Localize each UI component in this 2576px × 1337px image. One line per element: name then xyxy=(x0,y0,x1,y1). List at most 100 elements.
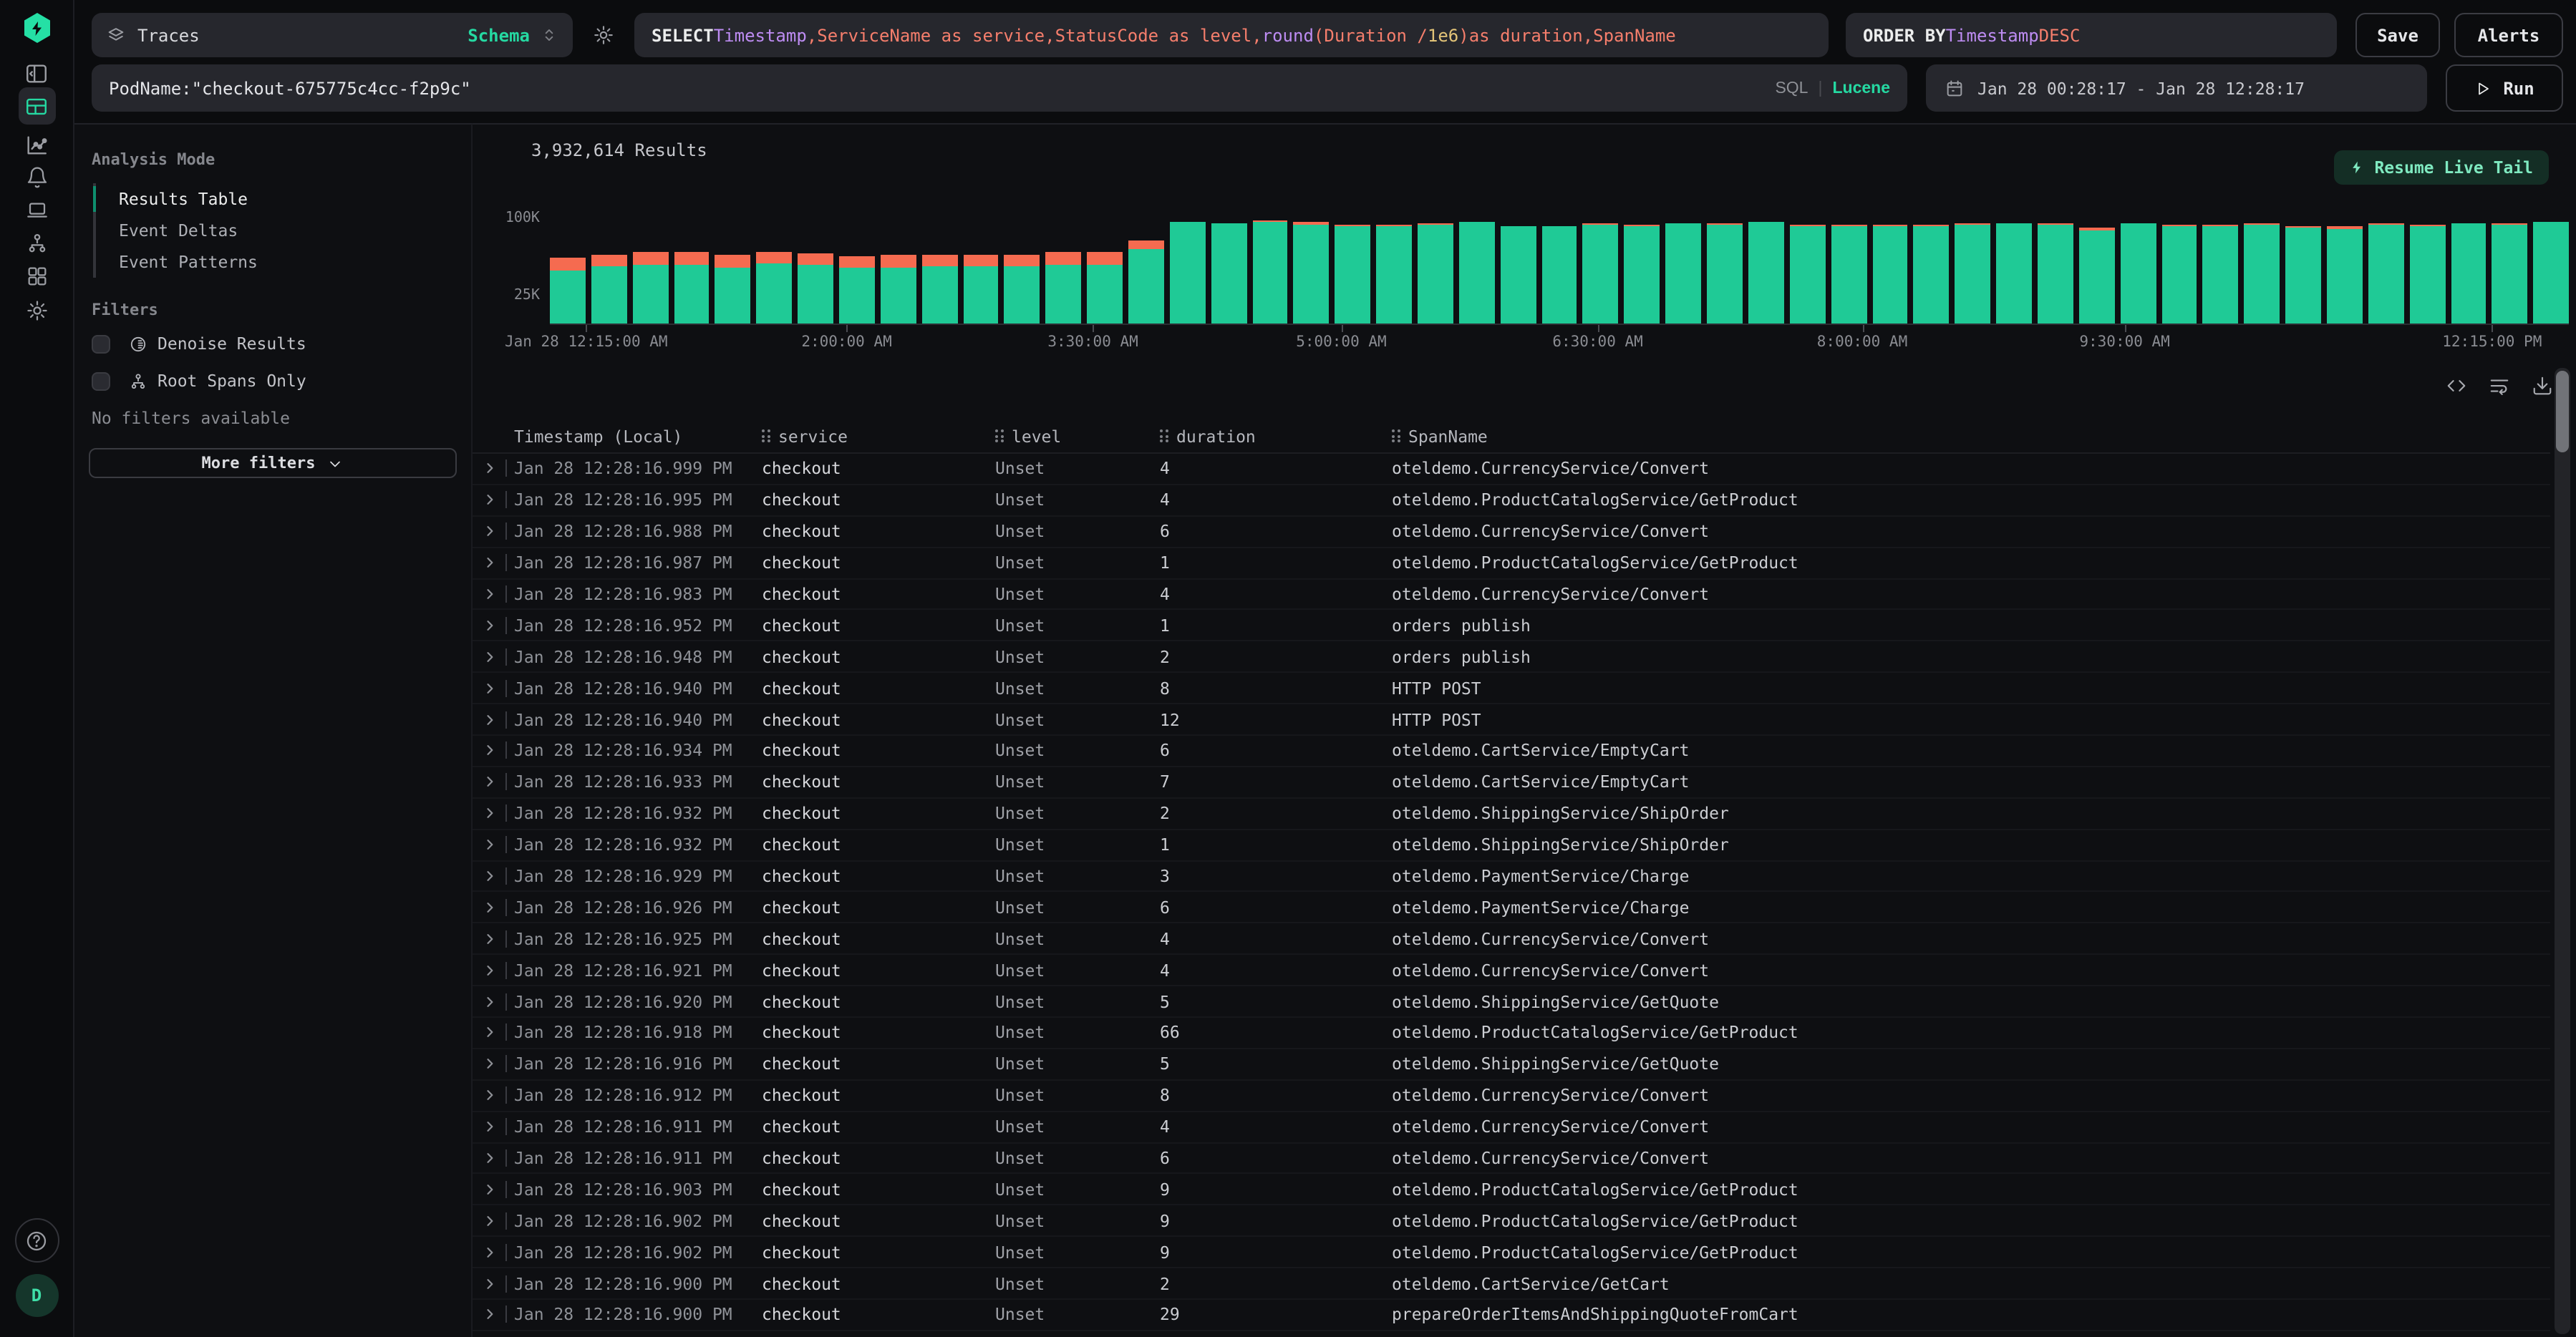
histogram-bar[interactable] xyxy=(1955,223,1991,324)
histogram-bar[interactable] xyxy=(1418,223,1453,324)
row-expand-chevron-icon[interactable] xyxy=(483,1180,514,1198)
date-range-picker[interactable]: Jan 28 00:28:17 - Jan 28 12:28:17 xyxy=(1926,64,2427,112)
row-expand-chevron-icon[interactable] xyxy=(483,898,514,916)
histogram-bar[interactable] xyxy=(756,251,793,324)
table-row[interactable]: Jan 28 12:28:16.932 PM checkout Unset 1 otel… xyxy=(473,830,2550,862)
save-button[interactable]: Save xyxy=(2355,13,2440,57)
row-expand-chevron-icon[interactable] xyxy=(483,679,514,697)
search-table-icon[interactable] xyxy=(18,87,55,125)
histogram-bar[interactable] xyxy=(2244,223,2280,324)
histogram-bar[interactable] xyxy=(1831,225,1866,324)
row-expand-chevron-icon[interactable] xyxy=(483,522,514,540)
source-selector[interactable]: Traces Schema xyxy=(92,13,573,57)
table-row[interactable]: Jan 28 12:28:16.929 PM checkout Unset 3 otel… xyxy=(473,861,2550,893)
histogram-bar[interactable] xyxy=(1169,221,1206,324)
header-timestamp[interactable]: Timestamp (Local) xyxy=(514,426,683,446)
row-expand-chevron-icon[interactable] xyxy=(483,616,514,634)
histogram-bar[interactable] xyxy=(2161,225,2197,324)
header-service[interactable]: service xyxy=(762,426,995,446)
histogram-bar[interactable] xyxy=(674,252,710,324)
histogram-bar[interactable] xyxy=(2202,225,2239,324)
histogram-bar[interactable] xyxy=(1748,221,1784,324)
alerts-button[interactable]: Alerts xyxy=(2454,13,2563,57)
histogram-bar[interactable] xyxy=(1624,225,1660,324)
histogram-bar[interactable] xyxy=(2492,223,2528,324)
table-row[interactable]: Jan 28 12:28:16.999 PM checkout Unset 4 otel… xyxy=(473,454,2550,485)
table-row[interactable]: Jan 28 12:28:16.903 PM checkout Unset 9 otel… xyxy=(473,1175,2550,1206)
row-expand-chevron-icon[interactable] xyxy=(483,867,514,885)
header-level[interactable]: level xyxy=(995,426,1160,446)
schema-label[interactable]: Schema xyxy=(468,25,530,45)
table-scrollbar[interactable] xyxy=(2555,368,2570,1334)
mode-results-table[interactable]: Results Table xyxy=(93,183,457,215)
settings-gear-icon[interactable] xyxy=(19,293,54,328)
histogram-bar[interactable] xyxy=(839,256,875,324)
histogram-bar[interactable] xyxy=(632,252,669,324)
row-expand-chevron-icon[interactable] xyxy=(483,1024,514,1041)
histogram-bar[interactable] xyxy=(1500,225,1536,324)
histogram-bar[interactable] xyxy=(2037,223,2073,324)
scrollbar-thumb[interactable] xyxy=(2556,371,2569,452)
row-expand-chevron-icon[interactable] xyxy=(483,993,514,1011)
mode-event-deltas[interactable]: Event Deltas xyxy=(119,220,238,240)
histogram-bar[interactable] xyxy=(2120,223,2156,324)
histogram-bar[interactable] xyxy=(1541,225,1577,324)
table-row[interactable]: Jan 28 12:28:16.940 PM checkout Unset 12 HTT… xyxy=(473,704,2550,736)
histogram-bar[interactable] xyxy=(1004,254,1040,324)
histogram-bar[interactable] xyxy=(1211,223,1247,324)
source-settings-gear-icon[interactable] xyxy=(593,24,614,46)
table-row[interactable]: Jan 28 12:28:16.987 PM checkout Unset 1 otel… xyxy=(473,548,2550,580)
table-row[interactable]: Jan 28 12:28:16.934 PM checkout Unset 6 otel… xyxy=(473,736,2550,767)
row-expand-chevron-icon[interactable] xyxy=(483,1149,514,1167)
histogram-bar[interactable] xyxy=(2078,228,2115,324)
histogram-bar[interactable] xyxy=(921,254,958,324)
histogram-bar[interactable] xyxy=(2285,226,2321,324)
wrap-text-icon[interactable] xyxy=(2489,375,2510,397)
histogram-bar[interactable] xyxy=(1335,225,1371,324)
table-row[interactable]: Jan 28 12:28:16.902 PM checkout Unset 9 otel… xyxy=(473,1206,2550,1238)
histogram-bar[interactable] xyxy=(550,258,586,324)
table-row[interactable]: Jan 28 12:28:16.995 PM checkout Unset 4 otel… xyxy=(473,485,2550,517)
histogram-bar[interactable] xyxy=(963,254,999,324)
select-clause-editor[interactable]: SELECT Timestamp, ServiceName as service… xyxy=(634,13,1829,57)
row-expand-chevron-icon[interactable] xyxy=(483,804,514,822)
more-filters-button[interactable]: More filters xyxy=(89,448,457,478)
table-row[interactable]: Jan 28 12:28:16.988 PM checkout Unset 6 otel… xyxy=(473,517,2550,548)
histogram-bar[interactable] xyxy=(1128,240,1164,324)
header-spanname[interactable]: SpanName xyxy=(1392,426,2550,446)
table-row[interactable]: Jan 28 12:28:16.918 PM checkout Unset 66 ote… xyxy=(473,1018,2550,1049)
table-row[interactable]: Jan 28 12:28:16.925 PM checkout Unset 4 otel… xyxy=(473,924,2550,956)
table-row[interactable]: Jan 28 12:28:16.900 PMcheckoutUnset50ote… xyxy=(473,1331,2550,1337)
histogram-bar[interactable] xyxy=(1872,225,1908,324)
row-expand-chevron-icon[interactable] xyxy=(483,1055,514,1073)
table-row[interactable]: Jan 28 12:28:16.983 PM checkout Unset 4 otel… xyxy=(473,579,2550,611)
histogram-bar[interactable] xyxy=(2409,225,2446,324)
table-row[interactable]: Jan 28 12:28:16.902 PM checkout Unset 9 otel… xyxy=(473,1238,2550,1269)
download-icon[interactable] xyxy=(2532,375,2553,397)
row-expand-chevron-icon[interactable] xyxy=(483,1212,514,1230)
user-avatar[interactable]: D xyxy=(15,1274,58,1317)
histogram-bar[interactable] xyxy=(2368,223,2404,324)
histogram-bar[interactable] xyxy=(1707,223,1743,324)
root-spans-checkbox[interactable] xyxy=(92,371,110,390)
hyperdx-logo[interactable] xyxy=(24,13,50,43)
histogram-bar[interactable] xyxy=(1376,225,1413,324)
histogram-bar[interactable] xyxy=(798,253,834,324)
row-expand-chevron-icon[interactable] xyxy=(483,1086,514,1104)
lang-lucene-option[interactable]: Lucene xyxy=(1832,79,1890,97)
alerts-bell-icon[interactable] xyxy=(19,160,54,195)
histogram-bar[interactable] xyxy=(591,254,627,324)
histogram-bar[interactable] xyxy=(880,255,916,324)
table-row[interactable]: Jan 28 12:28:16.940 PM checkout Unset 8 HTTP… xyxy=(473,673,2550,705)
chart-explorer-icon[interactable] xyxy=(19,127,54,162)
help-icon[interactable] xyxy=(14,1218,59,1263)
table-row[interactable]: Jan 28 12:28:16.916 PM checkout Unset 5 otel… xyxy=(473,1049,2550,1081)
row-expand-chevron-icon[interactable] xyxy=(483,711,514,729)
row-expand-chevron-icon[interactable] xyxy=(483,773,514,791)
table-row[interactable]: Jan 28 12:28:16.900 PM checkout Unset 2 otel… xyxy=(473,1268,2550,1300)
histogram-bar[interactable] xyxy=(715,254,751,324)
row-expand-chevron-icon[interactable] xyxy=(483,491,514,509)
histogram-bar[interactable] xyxy=(1996,223,2032,324)
histogram-bar[interactable] xyxy=(1045,252,1082,324)
histogram-bar[interactable] xyxy=(2533,221,2570,324)
